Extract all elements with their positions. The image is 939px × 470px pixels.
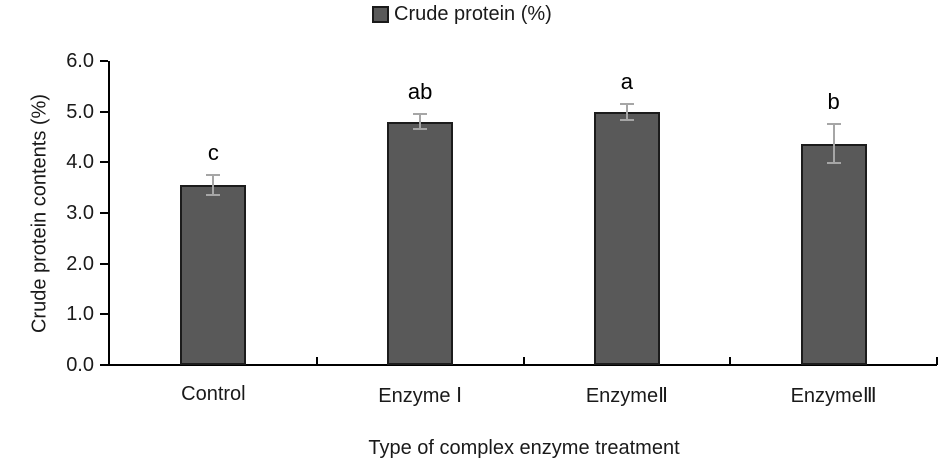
- x-tick: [729, 357, 732, 365]
- y-tick: [100, 161, 108, 164]
- significance-letter: a: [620, 68, 633, 94]
- y-tick: [100, 262, 108, 265]
- error-bar-line: [212, 175, 215, 196]
- error-bar-cap-bottom: [206, 194, 221, 197]
- bar: [180, 185, 247, 365]
- legend-label: Crude protein (%): [394, 3, 552, 25]
- y-tick-label: 0.0: [66, 354, 94, 376]
- y-tick: [100, 364, 108, 366]
- x-category-label: EnzymeⅡ: [585, 385, 668, 407]
- error-bar-cap-bottom: [413, 128, 428, 131]
- y-tick-label: 3.0: [66, 202, 94, 224]
- significance-letter: ab: [407, 79, 433, 105]
- y-tick: [100, 110, 108, 113]
- error-bar-cap-top: [413, 113, 428, 116]
- x-category-label: Enzyme Ⅰ: [378, 385, 462, 407]
- y-tick-label: 2.0: [66, 252, 94, 275]
- bar: [800, 143, 867, 365]
- bar: [387, 121, 454, 365]
- error-bar-cap-top: [619, 102, 634, 105]
- error-bar-line: [419, 114, 422, 130]
- y-tick-label: 1.0: [66, 303, 94, 326]
- error-bar-cap-bottom: [619, 118, 634, 121]
- x-axis-title: Type of complex enzyme treatment: [368, 437, 680, 459]
- x-category-label: Control: [181, 383, 246, 405]
- y-tick-label: 5.0: [66, 100, 94, 123]
- error-bar-cap-bottom: [826, 161, 841, 164]
- error-bar-cap-top: [206, 174, 221, 176]
- y-tick: [100, 60, 108, 62]
- error-bar-line: [625, 103, 628, 120]
- x-tick: [315, 357, 318, 365]
- legend: Crude protein (%): [372, 3, 552, 25]
- y-tick: [100, 212, 108, 214]
- significance-letter: b: [827, 89, 840, 115]
- y-tick-label: 6.0: [66, 50, 94, 72]
- legend-swatch-icon: [372, 5, 389, 23]
- significance-letter: c: [207, 140, 219, 165]
- bar: [593, 111, 660, 365]
- y-axis-title: Crude protein contents (%): [28, 94, 51, 334]
- x-category-label: EnzymeⅢ: [790, 385, 877, 407]
- y-axis-line: [108, 61, 110, 365]
- error-bar-line: [832, 124, 835, 163]
- x-tick: [936, 357, 938, 365]
- x-axis-line: [108, 364, 937, 366]
- y-tick: [100, 313, 108, 316]
- error-bar-cap-top: [826, 123, 841, 126]
- x-tick: [522, 357, 525, 365]
- y-tick-label: 4.0: [66, 151, 94, 174]
